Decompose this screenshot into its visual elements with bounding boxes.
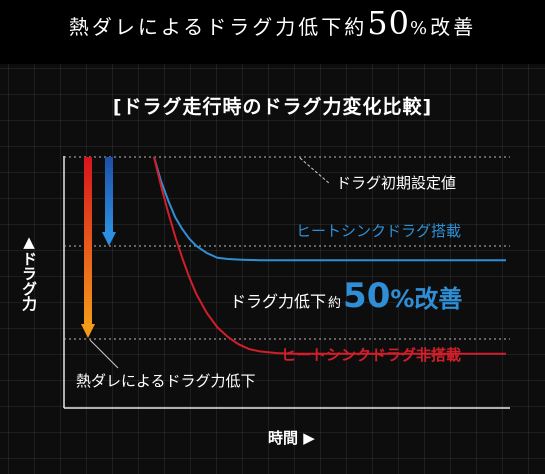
pointer-line-heat-drop [89,339,119,369]
series-line-no-heatsink [153,156,506,355]
heat-drop-label: 熱ダレによるドラグ力低下 [76,372,256,390]
header-bar: 熱ダレによるドラグ力低下約50%改善 [0,0,545,46]
headline-percent: % [410,18,431,39]
improvement-number: 50 [343,276,390,316]
series-label-heatsink: ヒートシンクドラグ搭載 [296,222,461,240]
headline: 熱ダレによるドラグ力低下約50%改善 [69,4,476,42]
improvement-text: ドラグ力低下 [230,292,326,311]
improvement-suffix: 改善 [414,285,462,313]
headline-text: 熱ダレによるドラグ力低下約 [68,15,368,39]
x-axis-label: 時間 ▶ [268,429,315,447]
series-line-heatsink [153,156,506,262]
headline-suffix: 改善 [430,15,477,39]
improvement-label: ドラグ力低下 約50%改善 [230,276,462,316]
headline-number: 50 [367,4,410,42]
chart-panel: [ドラグ走行時のドラグ力変化比較] [0,64,545,474]
improvement-approx: 約 [328,296,341,311]
ref-label-initial: ドラグ初期設定値 [336,174,456,192]
chart-title: [ドラグ走行時のドラグ力変化比較] [112,96,433,118]
improvement-percent: % [390,285,414,313]
y-axis-label: ▲ドラグ力 [20,233,38,312]
blue-drop-arrow [102,157,116,246]
series-label-no-heatsink: ヒートシンクドラグ非搭載 [281,346,461,364]
pointer-line-initial [299,157,331,185]
red-drop-arrow [81,157,95,338]
